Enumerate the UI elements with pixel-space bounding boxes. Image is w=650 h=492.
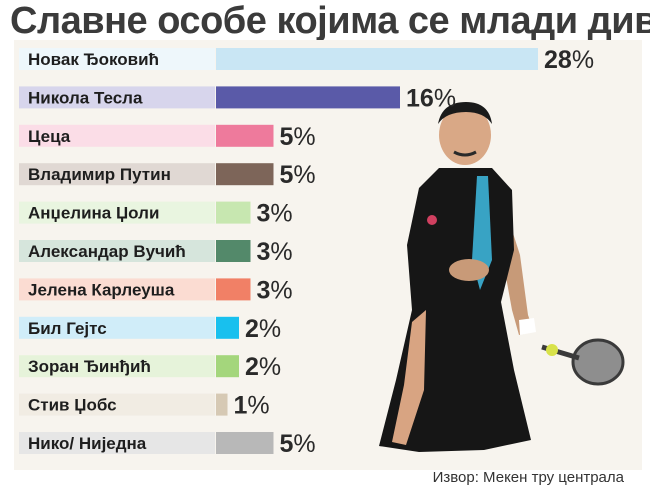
bar-row: Никола Тесла 16% xyxy=(19,84,456,112)
bar-row: Нико/ Ниједна 5% xyxy=(19,430,316,458)
bar-row: Бил Гејтс 2% xyxy=(19,315,281,343)
bar-value-label: 3% xyxy=(257,276,293,304)
bar xyxy=(216,278,251,301)
bar-value-label: 5% xyxy=(280,161,316,189)
bar-row: Анџелина Џоли 3% xyxy=(19,200,293,228)
bar xyxy=(216,240,251,262)
bar-value-label: 5% xyxy=(280,123,316,151)
bar-chart: Новак Ђоковић 28%Никола Тесла 16%Цеца 5%Вла… xyxy=(19,46,625,458)
bar xyxy=(216,393,228,416)
bar-row: Јелена Карлеуша 3% xyxy=(19,276,293,304)
bar-label: Бил Гејтс xyxy=(28,319,107,338)
bar-value-label: 2% xyxy=(245,315,281,343)
bar-label-bg xyxy=(19,201,215,224)
bar-label: Јелена Карлеуша xyxy=(28,280,175,299)
bar-value-label: 2% xyxy=(245,353,281,381)
tennis-ball xyxy=(546,344,558,356)
bar xyxy=(216,48,538,70)
bar-value-label: 28% xyxy=(544,46,594,74)
bar-label: Зоран Ђинђић xyxy=(28,357,151,376)
bar-value-label: 3% xyxy=(257,238,293,266)
bar-label: Александар Вучић xyxy=(28,242,186,261)
bar-label: Стив Џобс xyxy=(28,396,117,415)
bar xyxy=(216,355,239,378)
bar xyxy=(216,124,274,147)
bar-value-label: 3% xyxy=(257,200,293,228)
bar xyxy=(216,316,239,339)
bar-label: Нико/ Ниједна xyxy=(28,434,147,453)
tesla-illustration xyxy=(379,102,625,452)
bar-label-bg xyxy=(19,316,215,339)
bar-label: Цеца xyxy=(28,127,71,146)
bar-label-bg xyxy=(19,86,215,109)
bar xyxy=(216,86,400,109)
bar-label-bg xyxy=(19,163,215,186)
bar-row: Владимир Путин 5% xyxy=(19,161,316,189)
bar-row: Новак Ђоковић 28% xyxy=(19,46,594,74)
bar-label-bg xyxy=(19,432,215,454)
bar-label-bg xyxy=(19,278,215,301)
chart-panel: Новак Ђоковић 28% Никола Тесла 16% Цеца 5% Вла… xyxy=(14,40,642,470)
bar-label: Новак Ђоковић xyxy=(28,50,159,69)
bar-label-bg xyxy=(19,240,215,262)
bar-row: Александар Вучић 3% xyxy=(19,238,293,266)
bar-label-bg xyxy=(19,124,215,147)
bar-label-bg xyxy=(19,355,215,378)
bar-label-bg xyxy=(19,48,215,70)
bar xyxy=(216,432,274,454)
bar-label-bg xyxy=(19,393,215,416)
bar-value-label: 16% xyxy=(406,84,456,112)
bar xyxy=(216,163,274,186)
bar-label: Анџелина Џоли xyxy=(28,204,159,223)
bar-label: Владимир Путин xyxy=(28,165,171,184)
bar xyxy=(216,201,251,224)
racket-head xyxy=(571,338,625,386)
head xyxy=(439,105,491,165)
bar-row: Стив Џобс 1% xyxy=(19,392,270,420)
bar-value-label: 1% xyxy=(234,392,270,420)
chart-title: Славне особе којима се млади диве xyxy=(10,0,650,42)
bar-label: Никола Тесла xyxy=(28,88,143,107)
bar-row: Цеца 5% xyxy=(19,123,316,151)
bar-value-label: 5% xyxy=(280,430,316,458)
bar-row: Зоран Ђинђић 2% xyxy=(19,353,281,381)
source-note: Извор: Мекен тру централа xyxy=(432,469,624,486)
